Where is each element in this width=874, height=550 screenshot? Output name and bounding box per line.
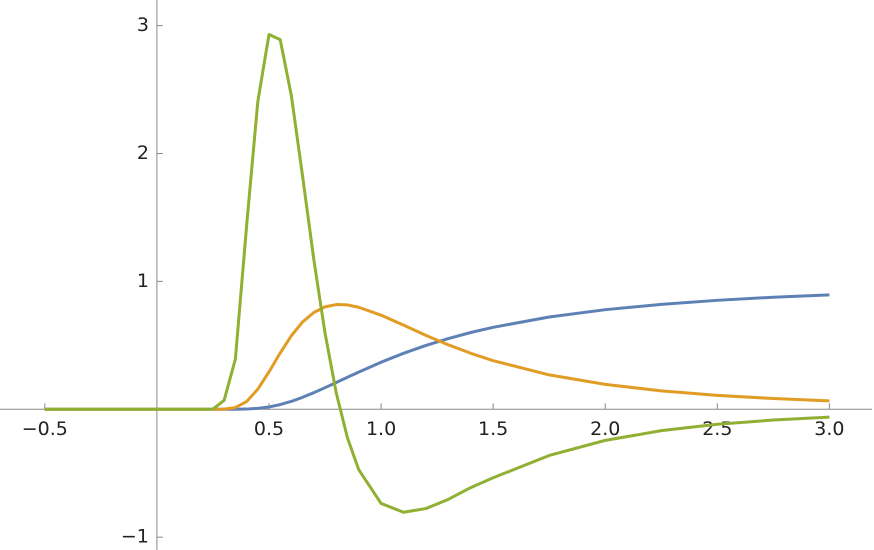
y-tick-label: −1 xyxy=(121,526,149,548)
y-tick-label: 2 xyxy=(137,142,149,164)
line-series xyxy=(44,293,830,411)
x-tick-label: 1.5 xyxy=(478,418,508,440)
x-tick-label: 3.0 xyxy=(814,418,844,440)
x-tick-label: −0.5 xyxy=(22,418,68,440)
y-tick-label: 3 xyxy=(137,14,149,36)
x-tick-label: 1.0 xyxy=(366,418,396,440)
x-tick-label: 2.5 xyxy=(702,418,732,440)
line-series xyxy=(44,303,830,411)
line-series xyxy=(44,33,830,514)
y-tick-label: 1 xyxy=(137,270,149,292)
x-tick-label: 0.5 xyxy=(254,418,284,440)
x-tick-label: 2.0 xyxy=(590,418,620,440)
